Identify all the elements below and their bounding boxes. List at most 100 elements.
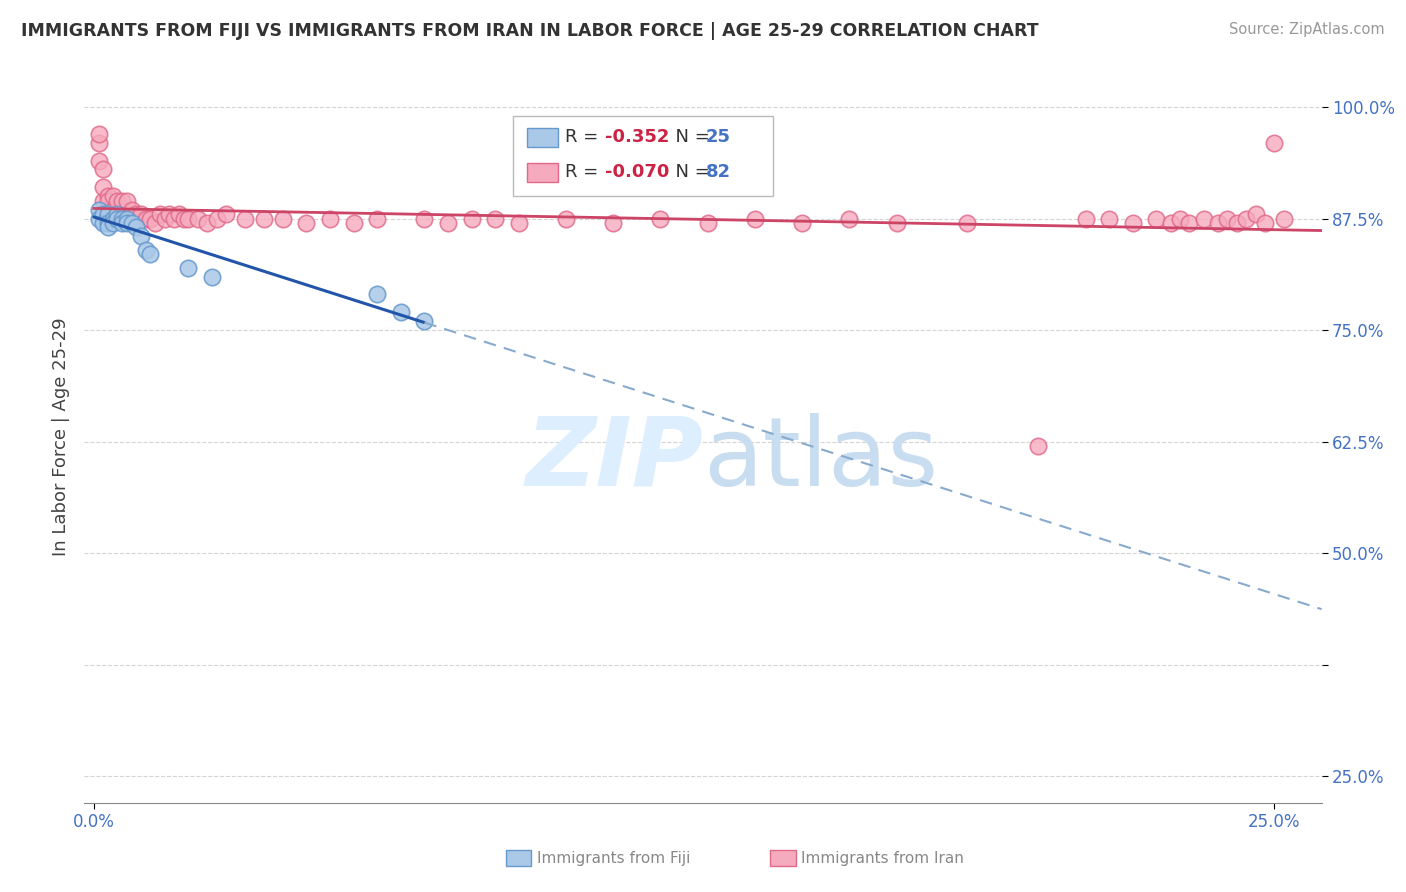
- Point: [97, 216, 120, 230]
- Point: [149, 207, 172, 221]
- Point: [366, 287, 388, 301]
- Point: [1098, 211, 1121, 226]
- Point: [87, 153, 110, 168]
- Point: [838, 211, 860, 226]
- Point: [195, 216, 218, 230]
- Text: 25: 25: [706, 128, 731, 146]
- Point: [437, 216, 460, 230]
- Point: [97, 220, 120, 235]
- Point: [87, 127, 110, 141]
- Point: [97, 207, 120, 221]
- Point: [101, 189, 124, 203]
- Point: [111, 207, 134, 221]
- Point: [177, 211, 200, 226]
- Point: [460, 211, 482, 226]
- Point: [111, 211, 134, 226]
- Point: [101, 216, 124, 230]
- Point: [1226, 216, 1249, 230]
- Point: [87, 202, 110, 217]
- Point: [97, 207, 120, 221]
- Point: [1168, 211, 1191, 226]
- Text: Immigrants from Iran: Immigrants from Iran: [801, 851, 965, 865]
- Point: [111, 211, 134, 226]
- Point: [107, 211, 129, 226]
- Point: [342, 216, 364, 230]
- Text: ZIP: ZIP: [524, 412, 703, 506]
- Point: [886, 216, 908, 230]
- Point: [413, 314, 436, 328]
- Point: [555, 211, 578, 226]
- Point: [139, 211, 162, 226]
- Point: [115, 211, 138, 226]
- Point: [163, 211, 186, 226]
- Point: [107, 207, 129, 221]
- Point: [366, 211, 388, 226]
- Point: [121, 211, 143, 226]
- Text: N =: N =: [664, 128, 716, 146]
- Point: [125, 207, 148, 221]
- Point: [135, 243, 157, 257]
- Point: [1206, 216, 1229, 230]
- Point: [115, 216, 138, 230]
- Point: [91, 180, 114, 194]
- Point: [153, 211, 176, 226]
- Text: atlas: atlas: [703, 412, 938, 506]
- Point: [87, 211, 110, 226]
- Point: [115, 194, 138, 208]
- Text: IMMIGRANTS FROM FIJI VS IMMIGRANTS FROM IRAN IN LABOR FORCE | AGE 25-29 CORRELAT: IMMIGRANTS FROM FIJI VS IMMIGRANTS FROM …: [21, 22, 1039, 40]
- Point: [107, 194, 129, 208]
- Point: [97, 194, 120, 208]
- Point: [1074, 211, 1097, 226]
- Point: [696, 216, 718, 230]
- Point: [167, 207, 190, 221]
- Point: [107, 211, 129, 226]
- Point: [413, 211, 436, 226]
- Point: [143, 216, 166, 230]
- Point: [139, 247, 162, 261]
- Point: [1144, 211, 1167, 226]
- Text: Source: ZipAtlas.com: Source: ZipAtlas.com: [1229, 22, 1385, 37]
- Point: [107, 211, 129, 226]
- Text: -0.070: -0.070: [605, 163, 669, 181]
- Text: N =: N =: [664, 163, 716, 181]
- Point: [389, 305, 412, 319]
- Point: [233, 211, 256, 226]
- Point: [115, 207, 138, 221]
- Point: [125, 211, 148, 226]
- Point: [792, 216, 814, 230]
- Point: [956, 216, 979, 230]
- Point: [135, 211, 157, 226]
- Point: [129, 229, 152, 244]
- Point: [87, 136, 110, 150]
- Y-axis label: In Labor Force | Age 25-29: In Labor Force | Age 25-29: [52, 318, 70, 557]
- Point: [97, 202, 120, 217]
- Point: [101, 207, 124, 221]
- Point: [1122, 216, 1144, 230]
- Point: [125, 220, 148, 235]
- Point: [1192, 211, 1215, 226]
- Point: [187, 211, 209, 226]
- Point: [215, 207, 238, 221]
- Point: [91, 207, 114, 221]
- Point: [101, 211, 124, 226]
- Text: R =: R =: [565, 163, 605, 181]
- Point: [602, 216, 624, 230]
- Point: [121, 216, 143, 230]
- Point: [744, 211, 766, 226]
- Point: [1254, 216, 1277, 230]
- Point: [101, 211, 124, 226]
- Point: [121, 202, 143, 217]
- Point: [111, 194, 134, 208]
- Point: [319, 211, 342, 226]
- Point: [271, 211, 294, 226]
- Text: 82: 82: [706, 163, 731, 181]
- Text: R =: R =: [565, 128, 605, 146]
- Point: [1234, 211, 1257, 226]
- Point: [650, 211, 672, 226]
- Point: [101, 202, 124, 217]
- Point: [1160, 216, 1182, 230]
- Text: Immigrants from Fiji: Immigrants from Fiji: [537, 851, 690, 865]
- Point: [1263, 136, 1285, 150]
- Point: [484, 211, 506, 226]
- Point: [97, 189, 120, 203]
